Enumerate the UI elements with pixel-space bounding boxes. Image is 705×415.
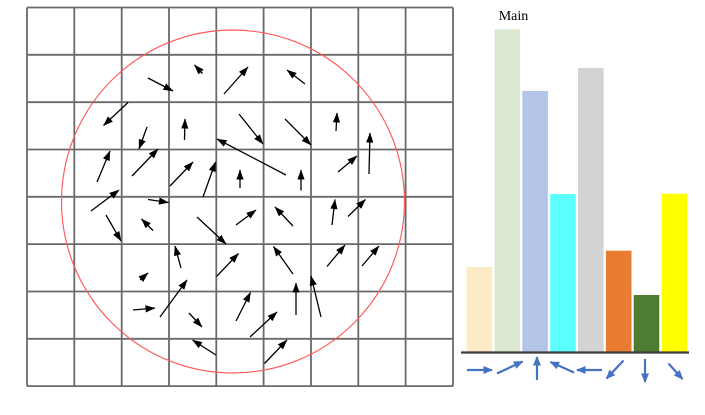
svg-text:Main: Main [499, 9, 529, 24]
